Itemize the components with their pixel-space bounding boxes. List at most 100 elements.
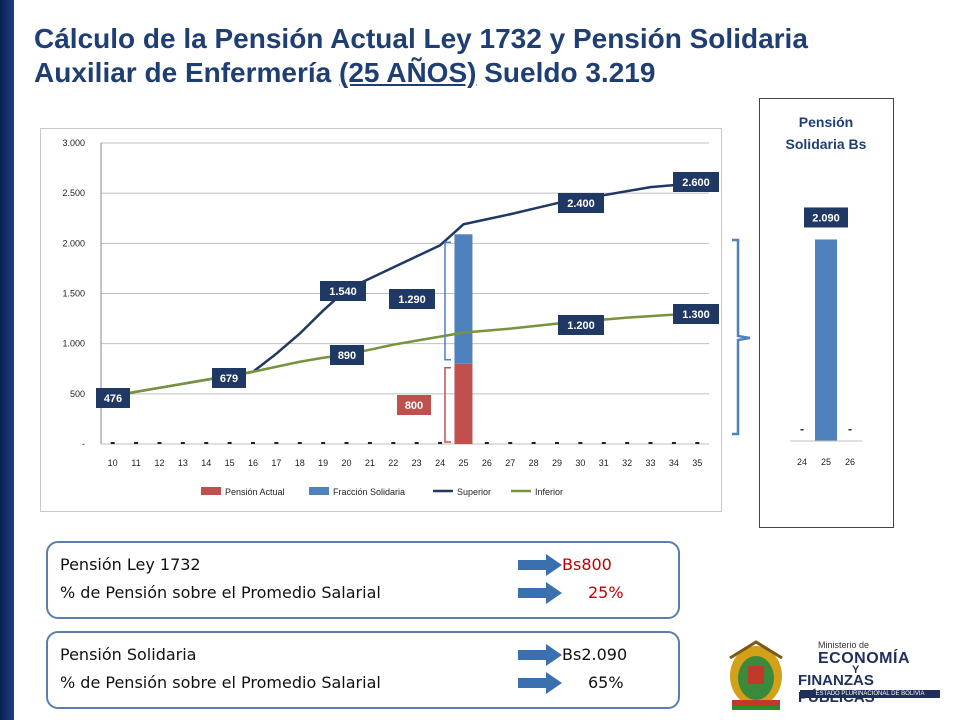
side-data-label: 2.090 — [812, 212, 840, 224]
y-tick-label: 1.500 — [62, 289, 85, 299]
data-label: 2.600 — [682, 177, 710, 189]
zero-marker — [414, 442, 419, 444]
zero-marker — [204, 442, 209, 444]
logo-line-3: Y — [852, 664, 860, 676]
x-tick-label: 30 — [575, 458, 585, 468]
x-tick-label: 14 — [201, 458, 211, 468]
arrow-right-icon — [518, 672, 562, 694]
x-tick-label: 32 — [622, 458, 632, 468]
bar-fraccion-solidaria — [454, 234, 473, 364]
zero-marker — [134, 442, 139, 444]
side-x-tick-label: 25 — [821, 457, 831, 467]
zero-marker — [695, 442, 700, 444]
zero-marker — [251, 442, 255, 444]
logo-line-1: Ministerio de — [818, 640, 870, 650]
info-label-percentage-2: % de Pensión sobre el Promedio Salarial — [60, 673, 381, 692]
legend-entry: Fracción Solidaria — [333, 487, 405, 497]
y-tick-label: 2.500 — [62, 188, 85, 198]
x-tick-label: 31 — [599, 458, 609, 468]
side-chart-panel: Pensión Solidaria Bs - 24 2.090 25 - 26 — [759, 98, 894, 528]
x-tick-label: 33 — [646, 458, 656, 468]
side-chart-title: Solidaria Bs — [786, 136, 867, 152]
zero-marker — [274, 442, 279, 444]
zero-marker — [625, 442, 630, 444]
zero-marker — [671, 442, 676, 444]
x-tick-label: 28 — [529, 458, 539, 468]
title-line-1: Cálculo de la Pensión Actual Ley 1732 y … — [34, 23, 808, 54]
side-data-label-box — [804, 207, 848, 228]
title-line-2-suffix: Sueldo 3.219 — [476, 57, 656, 88]
x-tick-label: 23 — [412, 458, 422, 468]
logo-line-2: ECONOMÍA — [818, 650, 910, 667]
zero-marker — [344, 442, 349, 444]
data-label: 679 — [220, 373, 238, 385]
legend-entry: Superior — [457, 487, 491, 497]
info-value-pension-ley: Bs800 — [562, 555, 612, 574]
zero-marker — [110, 442, 115, 444]
logo-line-4: FINANZAS PÚBLICAS — [798, 672, 875, 706]
line-inferior — [112, 312, 698, 398]
data-label-box — [673, 304, 719, 324]
legend-swatch — [201, 487, 221, 495]
info-box-ley-1732: Pensión Ley 1732 Bs800 % de Pensión sobr… — [46, 541, 680, 619]
x-tick-label: 22 — [388, 458, 398, 468]
title-years-underlined: (25 AÑOS) — [339, 57, 477, 88]
brace-connector — [732, 238, 751, 436]
y-tick-label: - — [82, 439, 85, 449]
info-label-pension-solidaria: Pensión Solidaria — [60, 645, 197, 664]
x-tick-label: 12 — [154, 458, 164, 468]
side-data-label: - — [800, 422, 804, 436]
x-tick-label: 17 — [271, 458, 281, 468]
data-label: 890 — [338, 350, 356, 362]
x-tick-label: 26 — [482, 458, 492, 468]
data-label-box — [389, 289, 435, 309]
zero-marker — [227, 442, 232, 444]
info-value-pension-solidaria: Bs2.090 — [562, 645, 628, 664]
zero-marker — [601, 442, 606, 444]
side-x-tick-label: 26 — [845, 457, 855, 467]
info-value-percentage-1: 25% — [588, 583, 624, 602]
data-label-box — [96, 388, 130, 408]
title-line-2-prefix: Auxiliar de Enfermería — [34, 57, 340, 88]
zero-marker — [555, 442, 559, 444]
y-tick-label: 3.000 — [62, 138, 85, 148]
y-tick-label: 1.000 — [62, 339, 85, 349]
main-chart-svg: - 500 1.000 1.500 2.000 2.500 3.000 10 11 12 13 14 1… — [62, 138, 719, 497]
x-tick-label: 24 — [435, 458, 445, 468]
x-tick-label: 10 — [108, 458, 118, 468]
logo-line-5: ESTADO PLURINACIONAL DE BOLIVIA — [800, 690, 940, 698]
data-label: 1.300 — [682, 309, 710, 321]
bar-pension-actual — [454, 363, 473, 444]
zero-marker — [157, 442, 162, 444]
x-tick-label: 19 — [318, 458, 328, 468]
bracket-pension — [444, 366, 451, 443]
main-chart-panel: - 500 1.000 1.500 2.000 2.500 3.000 10 11 12 13 14 1… — [40, 128, 722, 512]
zero-marker — [297, 442, 302, 444]
data-label-box — [397, 395, 431, 415]
zero-marker — [508, 442, 513, 444]
info-box-pension-solidaria: Pensión Solidaria Bs2.090 % de Pensión s… — [46, 631, 680, 709]
arrow-right-icon — [518, 644, 562, 666]
x-tick-label: 20 — [342, 458, 352, 468]
legend-entry: Inferior — [535, 487, 563, 497]
side-data-label: - — [848, 422, 852, 436]
x-tick-label: 21 — [365, 458, 375, 468]
x-tick-label: 34 — [669, 458, 679, 468]
zero-marker — [367, 442, 372, 444]
data-label: 1.540 — [329, 286, 357, 298]
x-tick-label: 11 — [131, 458, 140, 468]
slide-title: Cálculo de la Pensión Actual Ley 1732 y … — [34, 22, 934, 90]
data-label-box — [320, 281, 366, 301]
zero-marker — [180, 442, 185, 444]
x-tick-label: 25 — [458, 458, 468, 468]
left-accent-bar — [0, 0, 14, 720]
ministry-logo: Ministerio de ECONOMÍA Y FINANZAS PÚBLIC… — [720, 636, 950, 714]
bracket-fraccion — [444, 241, 451, 361]
data-label-box — [558, 315, 604, 335]
side-bar — [815, 239, 837, 441]
x-tick-label: 18 — [295, 458, 305, 468]
info-label-pension-ley: Pensión Ley 1732 — [60, 555, 201, 574]
data-label: 1.200 — [567, 320, 595, 332]
zero-marker — [391, 442, 396, 444]
x-tick-label: 35 — [692, 458, 702, 468]
